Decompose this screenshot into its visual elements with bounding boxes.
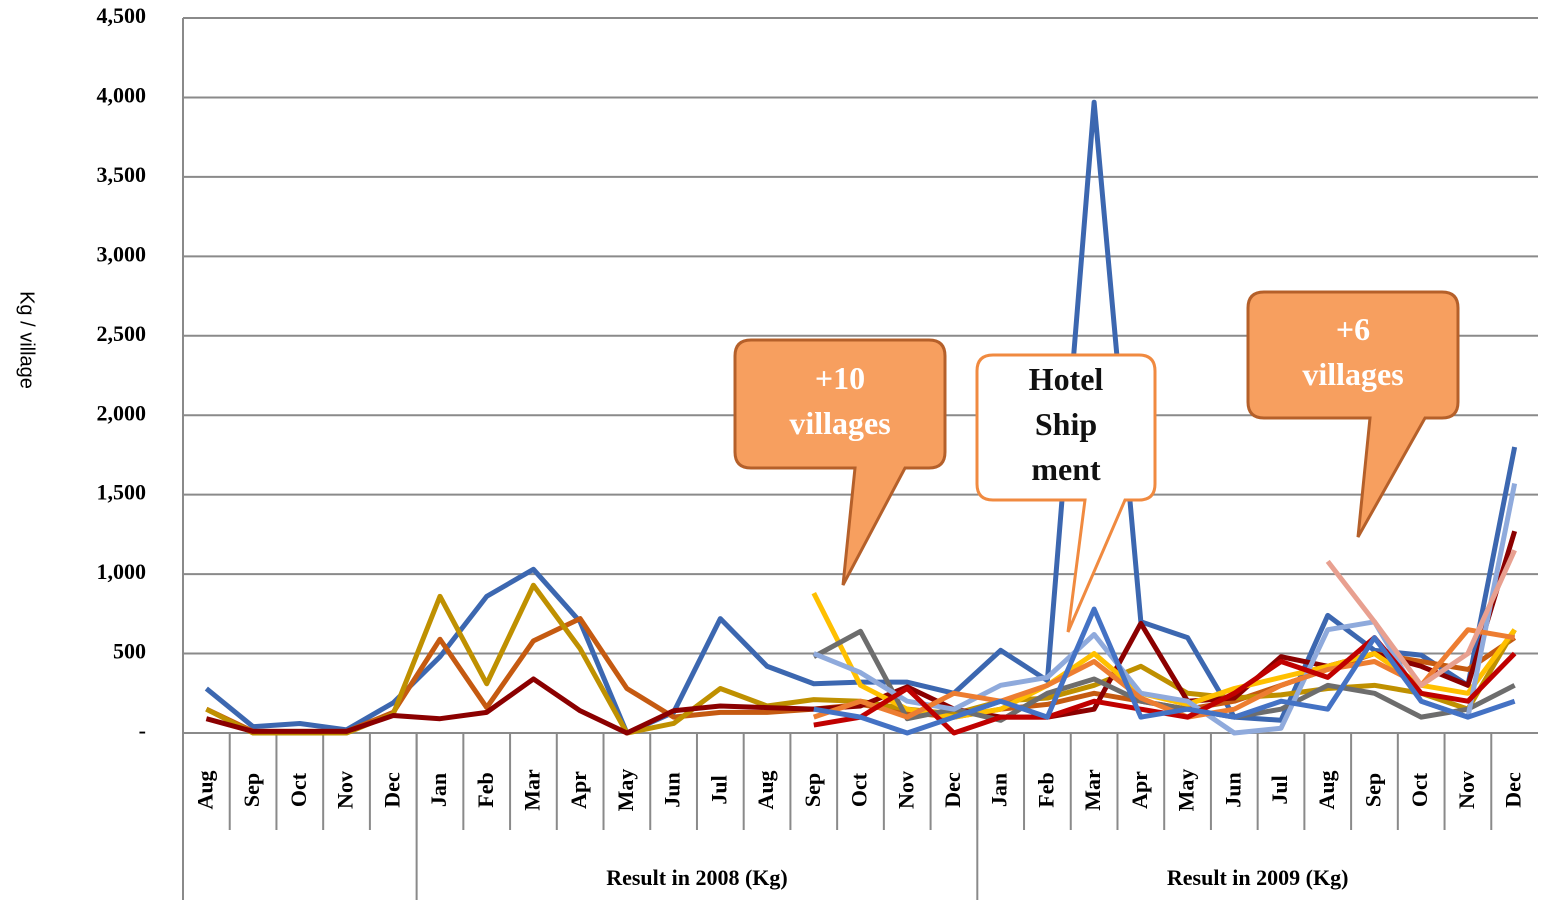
x-tick-label: Apr: [566, 771, 591, 809]
x-tick-label: Feb: [473, 772, 498, 807]
x-tick-label: May: [1174, 769, 1199, 812]
x-tick-label: Dec: [1501, 772, 1526, 808]
callout-text: +10: [815, 360, 865, 396]
y-axis-label: Kg / village: [16, 291, 38, 389]
x-tick-label: Jul: [706, 775, 731, 804]
x-tick-label: Feb: [1033, 772, 1058, 807]
x-tick-label: Oct: [1407, 772, 1432, 807]
data-line: [1325, 549, 1517, 688]
x-tick-label: Dec: [379, 772, 404, 808]
callout: [975, 353, 1157, 633]
data-line: [205, 582, 1517, 736]
x-tick-label: Mar: [1080, 769, 1105, 811]
x-tick-label: Nov: [333, 771, 358, 809]
x-tick-label: Dec: [940, 772, 965, 808]
x-tick-label: Jan: [987, 773, 1012, 807]
y-tick-label: 2,000: [97, 400, 147, 425]
y-tick-label: 4,500: [97, 3, 147, 28]
x-tick-label: Nov: [893, 771, 918, 809]
x-tick-label: Sep: [239, 773, 264, 807]
callout: [1246, 290, 1460, 538]
callout: [733, 338, 947, 586]
y-tick-label: 4,000: [97, 82, 147, 107]
y-tick-label: 1,500: [97, 480, 147, 505]
y-tick-label: -: [139, 718, 146, 743]
callout-text: villages: [789, 405, 890, 441]
data-line: [812, 483, 1518, 736]
x-tick-label: Oct: [847, 772, 872, 807]
x-tick-label: Oct: [286, 772, 311, 807]
callout-text: Hotel: [1029, 361, 1104, 397]
callout-text: +6: [1336, 311, 1370, 347]
data-line: [205, 530, 1518, 736]
x-tick-label: Apr: [1127, 771, 1152, 809]
x-tick-label: Aug: [1314, 770, 1339, 809]
group-label: Result in 2008 (Kg): [606, 865, 788, 890]
x-tick-label: Sep: [800, 773, 825, 807]
x-tick-label: May: [613, 769, 638, 812]
x-tick-label: Nov: [1454, 771, 1479, 809]
y-tick-label: 500: [113, 639, 146, 664]
y-tick-label: 1,000: [97, 559, 147, 584]
y-tick-label: 2,500: [97, 321, 147, 346]
data-line: [813, 606, 1516, 736]
x-tick-label: Jun: [660, 772, 685, 807]
y-tick-label: 3,500: [97, 162, 147, 187]
x-tick-label: Jun: [1220, 772, 1245, 807]
x-tick-label: Aug: [192, 770, 217, 809]
callout-text: villages: [1302, 356, 1403, 392]
x-tick-label: Sep: [1361, 773, 1386, 807]
group-label: Result in 2009 (Kg): [1167, 865, 1349, 890]
x-tick-label: Mar: [519, 769, 544, 811]
x-tick-label: Jan: [426, 773, 451, 807]
callout-text: ment: [1031, 451, 1101, 487]
x-tick-label: Jul: [1267, 775, 1292, 804]
y-tick-label: 3,000: [97, 241, 147, 266]
callout-text: Ship: [1035, 406, 1097, 442]
x-tick-label: Aug: [753, 770, 778, 809]
